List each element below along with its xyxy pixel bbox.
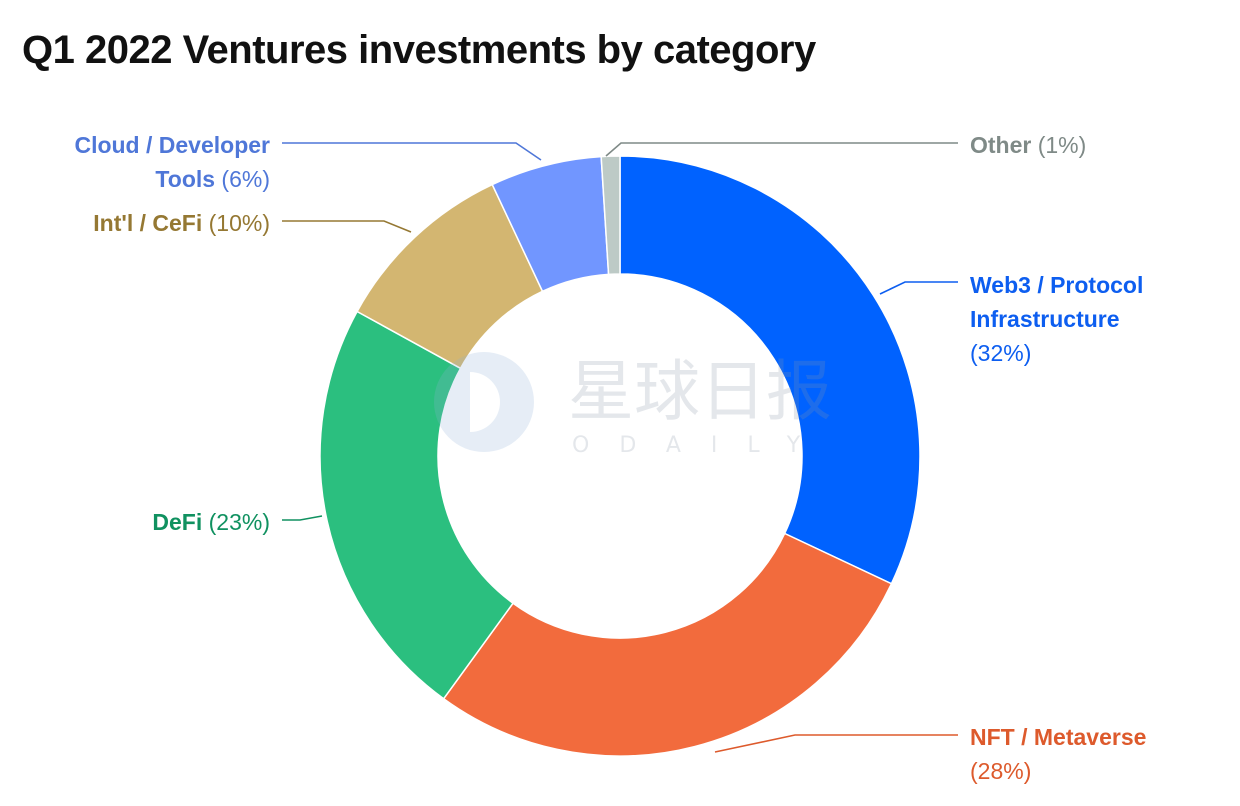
leader-line <box>282 515 323 521</box>
leader-line <box>714 734 958 753</box>
slice-name: Tools <box>155 166 216 192</box>
donut-slices <box>319 155 921 757</box>
slice-name: NFT / Metaverse <box>970 724 1147 750</box>
slice-name: Other <box>970 132 1032 158</box>
leader-line <box>282 220 412 233</box>
slice-label-line: NFT / Metaverse <box>970 720 1146 754</box>
slice-percent: (10%) <box>202 210 270 236</box>
slice-label: Other (1%) <box>970 128 1086 162</box>
slice-web3-protocol-infrastructure <box>619 155 921 585</box>
slice-label: Web3 / Protocol Infrastructure (32%) <box>970 268 1143 370</box>
leader-line <box>282 142 542 161</box>
slice-other <box>600 155 621 276</box>
watermark-text-cn: 星球日报 <box>568 353 832 430</box>
slice-percent: (28%) <box>970 758 1032 784</box>
slice-name: Infrastructure <box>970 306 1120 332</box>
slice-percent: (6%) <box>215 166 270 192</box>
slice-label: DeFi (23%) <box>152 505 270 539</box>
slice-label: NFT / Metaverse (28%) <box>970 720 1146 788</box>
slice-name: Cloud / Developer <box>74 132 270 158</box>
slice-name: Web3 / Protocol <box>970 272 1144 298</box>
slice-label: Cloud / Developer Tools (6%) <box>74 128 270 196</box>
leader-lines <box>282 142 958 753</box>
watermark-logo-mark <box>470 372 500 432</box>
watermark-logo <box>434 352 534 452</box>
slice-nft-metaverse <box>442 532 893 757</box>
slice-label-line: Int'l / CeFi (10%) <box>93 206 270 240</box>
watermark-text-en: ODAILY <box>572 433 830 458</box>
slice-label-line: Infrastructure <box>970 302 1143 336</box>
leader-line <box>605 142 958 157</box>
chart-title: Q1 2022 Ventures investments by category <box>22 28 816 72</box>
slice-label-line: Cloud / Developer <box>74 128 270 162</box>
slice-percent: (1%) <box>1031 132 1087 158</box>
slice-label-line: Other (1%) <box>970 128 1086 162</box>
watermark: 星球日报 ODAILY <box>434 352 832 458</box>
slice-percent: (23%) <box>202 509 270 535</box>
slice-name: Int'l / CeFi <box>93 210 203 236</box>
slice-defi <box>319 310 515 700</box>
slice-name: DeFi <box>152 509 203 535</box>
slice-label: Int'l / CeFi (10%) <box>93 206 270 240</box>
leader-line <box>879 281 958 295</box>
slice-label-line: Tools (6%) <box>74 162 270 196</box>
slice-percent: (32%) <box>970 340 1032 366</box>
slice-label-line: Web3 / Protocol <box>970 268 1143 302</box>
slice-label-line: DeFi (23%) <box>152 505 270 539</box>
